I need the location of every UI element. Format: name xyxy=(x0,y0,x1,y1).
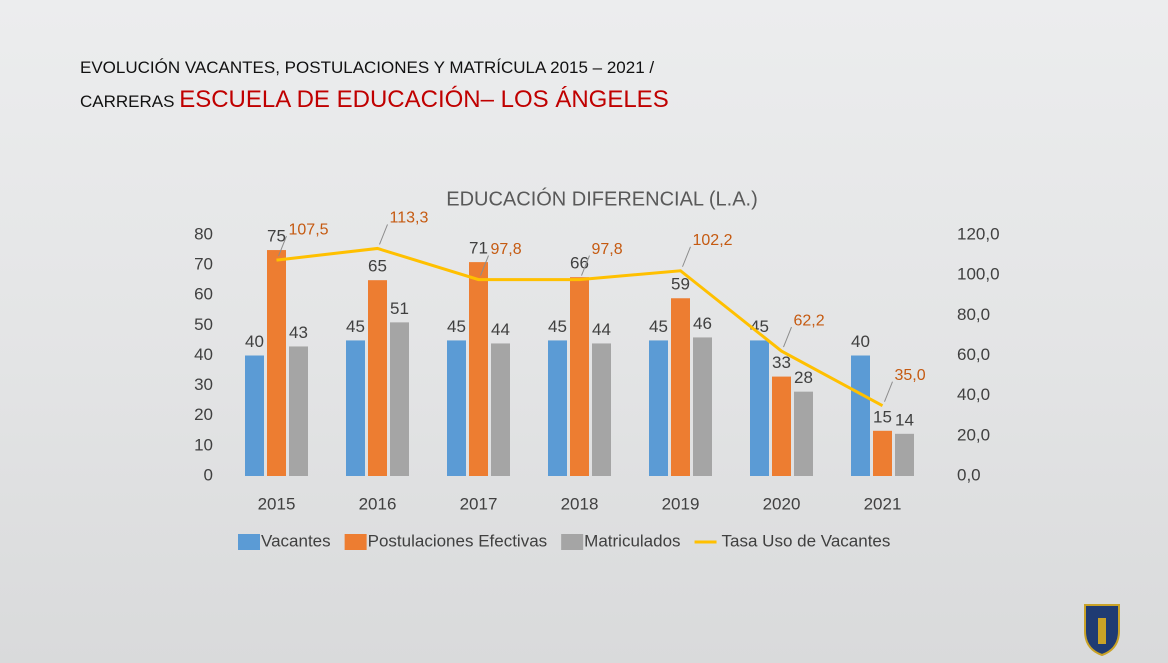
bar xyxy=(390,322,409,476)
bar xyxy=(267,250,286,476)
bar-value-label: 14 xyxy=(895,410,914,429)
legend-label: Matriculados xyxy=(584,531,680,550)
x-tick-label: 2018 xyxy=(561,494,599,513)
bar xyxy=(592,343,611,476)
leader-line xyxy=(884,381,893,402)
subtitle-prefix: CARRERAS xyxy=(80,92,175,111)
bar-value-label: 71 xyxy=(469,239,488,258)
y2-tick-label: 20,0 xyxy=(957,425,990,444)
y-tick-label: 10 xyxy=(194,435,213,454)
leader-line xyxy=(682,246,691,267)
bar xyxy=(873,430,892,476)
y-tick-label: 30 xyxy=(194,375,213,394)
line-value-label: 97,8 xyxy=(592,241,623,258)
bar xyxy=(368,280,387,476)
bar xyxy=(245,355,264,476)
line-value-label: 107,5 xyxy=(289,221,329,238)
bar-value-label: 45 xyxy=(447,317,466,336)
bar xyxy=(548,340,567,476)
y2-tick-label: 40,0 xyxy=(957,385,990,404)
y-tick-label: 20 xyxy=(194,405,213,424)
bar-value-label: 40 xyxy=(851,332,870,351)
bar-value-label: 43 xyxy=(289,323,308,342)
bar xyxy=(794,391,813,476)
bar xyxy=(693,337,712,476)
legend-swatch xyxy=(238,534,260,550)
bar xyxy=(649,340,668,476)
y2-tick-label: 60,0 xyxy=(957,345,990,364)
line-value-label: 62,2 xyxy=(794,312,825,329)
legend-label: Vacantes xyxy=(261,531,331,550)
leader-line xyxy=(783,326,792,348)
leader-line xyxy=(480,255,489,276)
y2-tick-label: 100,0 xyxy=(957,265,1000,284)
bar xyxy=(895,433,914,476)
bar-value-label: 45 xyxy=(649,317,668,336)
line xyxy=(276,246,884,408)
x-tick-label: 2016 xyxy=(359,494,397,513)
bar-value-label: 44 xyxy=(592,320,611,339)
y2-tick-label: 0,0 xyxy=(957,465,981,484)
y-tick-label: 50 xyxy=(194,315,213,334)
bar-value-label: 28 xyxy=(794,368,813,387)
bar-value-label: 65 xyxy=(368,257,387,276)
line-value-label: 97,8 xyxy=(491,241,522,258)
y-tick-label: 40 xyxy=(194,345,213,364)
bar-value-label: 45 xyxy=(346,317,365,336)
chart-title: EDUCACIÓN DIFERENCIAL (L.A.) xyxy=(446,187,758,210)
bar xyxy=(289,346,308,476)
bar xyxy=(469,262,488,476)
bar-value-label: 46 xyxy=(693,314,712,333)
x-tick-label: 2021 xyxy=(864,494,902,513)
legend-label: Postulaciones Efectivas xyxy=(368,531,548,550)
y2-tick-label: 120,0 xyxy=(957,224,1000,243)
y2-tick-label: 80,0 xyxy=(957,305,990,324)
bar-value-label: 51 xyxy=(390,299,409,318)
x-tick-label: 2020 xyxy=(763,494,801,513)
bar xyxy=(447,340,466,476)
slide-title: EVOLUCIÓN VACANTES, POSTULACIONES Y MATR… xyxy=(80,58,655,77)
logo xyxy=(1084,604,1120,657)
x-tick-label: 2015 xyxy=(258,494,296,513)
bar-value-label: 40 xyxy=(245,332,264,351)
bar-value-label: 15 xyxy=(873,407,892,426)
x-tick-label: 2019 xyxy=(662,494,700,513)
legend-swatch xyxy=(344,534,367,550)
y-tick-label: 0 xyxy=(204,465,213,484)
y-tick-label: 80 xyxy=(194,224,213,243)
bar-value-label: 75 xyxy=(267,227,286,246)
y-tick-label: 60 xyxy=(194,285,213,304)
bar-value-label: 59 xyxy=(671,275,690,294)
bar xyxy=(851,355,870,476)
bar-value-label: 33 xyxy=(772,353,791,372)
leader-line xyxy=(581,255,590,276)
y-tick-label: 70 xyxy=(194,255,213,274)
bar xyxy=(570,277,589,476)
x-tick-label: 2017 xyxy=(460,494,498,513)
line-value-label: 102,2 xyxy=(693,232,733,249)
leader-line xyxy=(278,235,287,257)
slide-subtitle: CARRERAS ESCUELA DE EDUCACIÓN– LOS ÁNGEL… xyxy=(80,86,669,114)
bar xyxy=(491,343,510,476)
bar xyxy=(772,376,791,476)
bar xyxy=(671,298,690,476)
legend-label: Tasa Uso de Vacantes xyxy=(722,531,891,550)
bar xyxy=(346,340,365,476)
line-value-label: 113,3 xyxy=(390,210,429,227)
bar xyxy=(750,340,769,476)
leader-line xyxy=(379,224,388,245)
line-value-label: 35,0 xyxy=(895,367,926,384)
bar-value-label: 45 xyxy=(548,317,567,336)
legend-swatch xyxy=(561,534,584,550)
subtitle-highlight: ESCUELA DE EDUCACIÓN– LOS ÁNGELES xyxy=(179,86,669,113)
bar-value-label: 44 xyxy=(491,320,510,339)
